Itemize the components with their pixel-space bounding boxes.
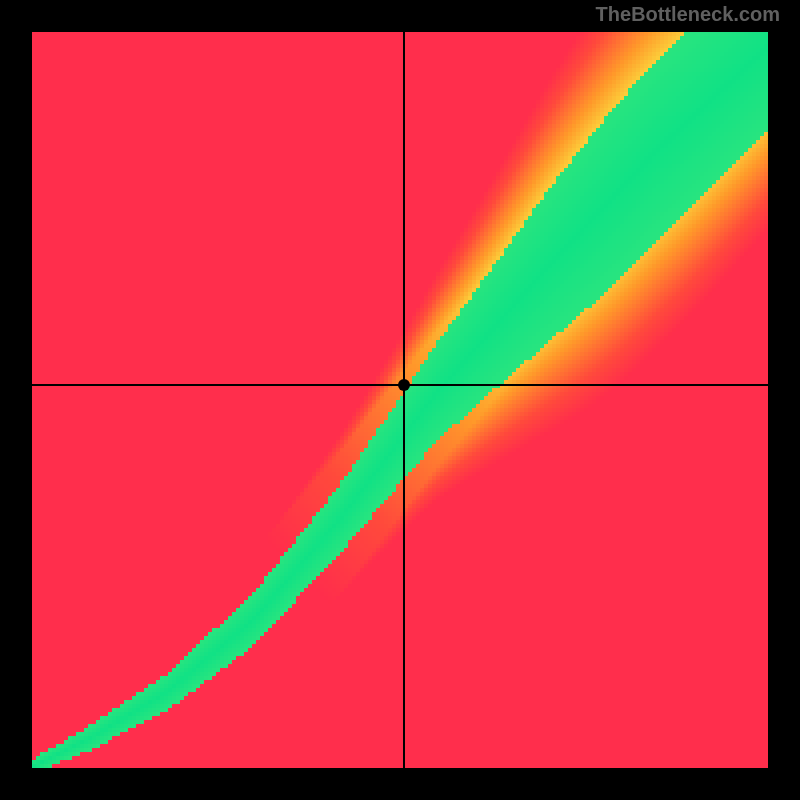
- crosshair-vertical: [403, 32, 405, 768]
- crosshair-dot: [397, 378, 411, 392]
- chart-root: TheBottleneck.com: [0, 0, 800, 800]
- heatmap-canvas: [32, 32, 768, 768]
- watermark-text: TheBottleneck.com: [596, 4, 780, 27]
